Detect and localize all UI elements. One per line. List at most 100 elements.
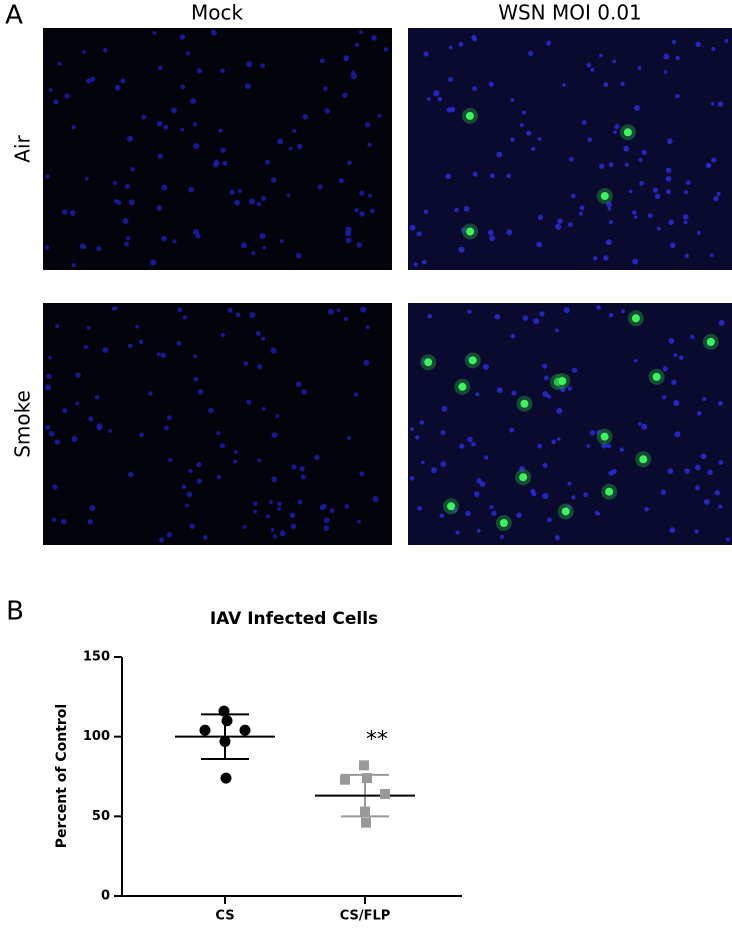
nucleus: [567, 481, 572, 486]
nucleus: [86, 78, 92, 84]
nucleus: [608, 470, 614, 476]
infected-cell: [558, 377, 567, 386]
nucleus: [156, 352, 161, 357]
nucleus: [509, 427, 515, 433]
nucleus: [632, 210, 637, 215]
nucleus: [45, 384, 52, 391]
nucleus: [130, 167, 135, 172]
infected-cell: [561, 507, 570, 516]
nucleus: [71, 263, 76, 268]
nucleus: [511, 390, 517, 396]
nucleus: [164, 425, 169, 431]
nucleus: [189, 523, 195, 529]
nucleus: [700, 453, 707, 460]
nucleus: [623, 145, 630, 152]
data-point: [361, 817, 371, 828]
nucleus: [319, 504, 325, 511]
row-label: Air: [11, 134, 35, 162]
nucleus: [180, 127, 185, 132]
nucleus: [516, 512, 522, 518]
nucleus: [354, 42, 360, 48]
nucleus: [82, 50, 86, 54]
nucleus: [694, 464, 701, 471]
nucleus: [571, 367, 578, 373]
nucleus: [255, 331, 261, 336]
nucleus: [539, 311, 545, 317]
nucleus: [608, 312, 614, 318]
nucleus: [102, 347, 109, 354]
nucleus: [249, 312, 256, 318]
nucleus: [363, 359, 370, 366]
significance: **: [366, 727, 388, 752]
nucleus: [261, 406, 266, 411]
nucleus: [465, 510, 471, 517]
nucleus: [345, 237, 352, 244]
nucleus: [113, 306, 118, 311]
nucleus: [357, 519, 361, 524]
nucleus: [122, 217, 129, 225]
nucleus: [196, 68, 202, 74]
infected-cell: [639, 455, 648, 464]
nucleus: [472, 171, 478, 177]
nucleus: [506, 173, 512, 179]
nucleus: [463, 205, 470, 212]
nucleus: [647, 213, 653, 219]
nucleus: [589, 430, 596, 436]
nucleus: [707, 469, 713, 476]
nucleus: [220, 147, 226, 153]
row-label: Smoke: [11, 390, 35, 458]
nucleus: [675, 56, 680, 61]
nucleus: [608, 220, 614, 225]
nucleus: [168, 458, 173, 463]
nucleus: [251, 251, 256, 256]
nucleus: [218, 128, 223, 133]
nucleus: [192, 229, 200, 236]
nucleus: [177, 307, 183, 313]
nucleus: [632, 258, 639, 265]
nucleus: [533, 318, 540, 325]
nucleus: [489, 173, 495, 179]
nucleus: [537, 443, 543, 449]
nucleus: [124, 241, 129, 247]
nucleus: [52, 484, 58, 490]
nucleus: [128, 199, 135, 206]
nucleus: [519, 123, 524, 128]
nucleus: [596, 305, 601, 310]
nucleus: [639, 180, 644, 186]
nucleus: [684, 468, 690, 474]
nucleus: [114, 84, 121, 91]
nucleus: [586, 444, 591, 448]
nucleus: [705, 163, 712, 169]
infected-cell: [458, 382, 467, 391]
nucleus: [614, 124, 620, 130]
nucleus: [272, 534, 277, 539]
infected-cell: [519, 473, 528, 482]
nucleus: [409, 224, 416, 231]
nucleus: [343, 316, 349, 322]
nucleus: [568, 156, 574, 162]
nucleus: [227, 307, 233, 313]
nucleus: [166, 531, 173, 538]
nucleus: [344, 504, 350, 509]
nucleus: [644, 506, 649, 512]
nucleus: [360, 306, 367, 313]
data-point: [220, 772, 232, 784]
nucleus: [683, 190, 688, 195]
nucleus: [420, 460, 425, 465]
nucleus: [79, 243, 86, 250]
nucleus: [365, 325, 370, 330]
nucleus: [75, 401, 80, 406]
nucleus: [487, 229, 494, 236]
nucleus: [212, 162, 219, 168]
nucleus: [551, 439, 557, 445]
nucleus: [423, 209, 429, 214]
data-point: [380, 789, 390, 800]
nucleus: [317, 184, 323, 190]
nucleus: [606, 443, 612, 449]
nucleus: [55, 324, 60, 329]
nucleus: [156, 120, 163, 127]
nucleus: [718, 460, 724, 465]
nucleus: [673, 399, 680, 407]
nucleus: [656, 226, 661, 231]
nucleus: [345, 226, 352, 233]
